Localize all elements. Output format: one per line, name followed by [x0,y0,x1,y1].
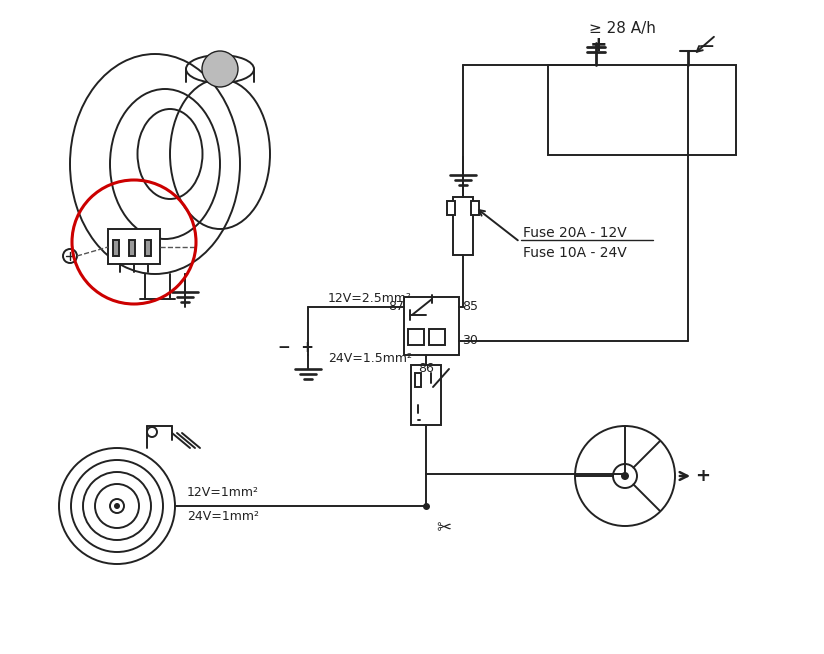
Circle shape [621,472,629,480]
Text: −: − [698,37,715,57]
Text: −  +: − + [278,339,314,354]
Text: Fuse 20A - 12V: Fuse 20A - 12V [523,226,627,240]
Bar [429,329,445,345]
Bar [113,240,119,256]
Text: 12V=2.5mm²: 12V=2.5mm² [328,292,412,305]
Bar [408,329,424,345]
Text: +: + [695,467,710,485]
Bar [471,201,479,215]
Text: 24V=1mm²: 24V=1mm² [187,509,259,523]
Text: Fuse 10A - 24V: Fuse 10A - 24V [523,246,627,260]
Bar [108,229,160,264]
Text: 85: 85 [462,300,478,313]
Text: 87: 87 [388,300,404,313]
Bar [145,240,151,256]
Text: 86: 86 [418,362,434,375]
Bar [453,197,473,255]
Bar [415,373,421,387]
Text: ≥ 28 A/h: ≥ 28 A/h [588,22,655,37]
Text: +: + [590,35,607,55]
Text: 24V=1.5mm²: 24V=1.5mm² [328,353,412,366]
Bar [548,65,736,155]
Text: 30: 30 [462,334,478,347]
Bar [411,365,441,425]
Text: ✂: ✂ [436,519,451,537]
Bar [404,297,459,355]
Text: 12V=1mm²: 12V=1mm² [187,485,259,498]
Circle shape [202,51,238,87]
Bar [447,201,455,215]
Bar [129,240,135,256]
Circle shape [114,503,120,509]
